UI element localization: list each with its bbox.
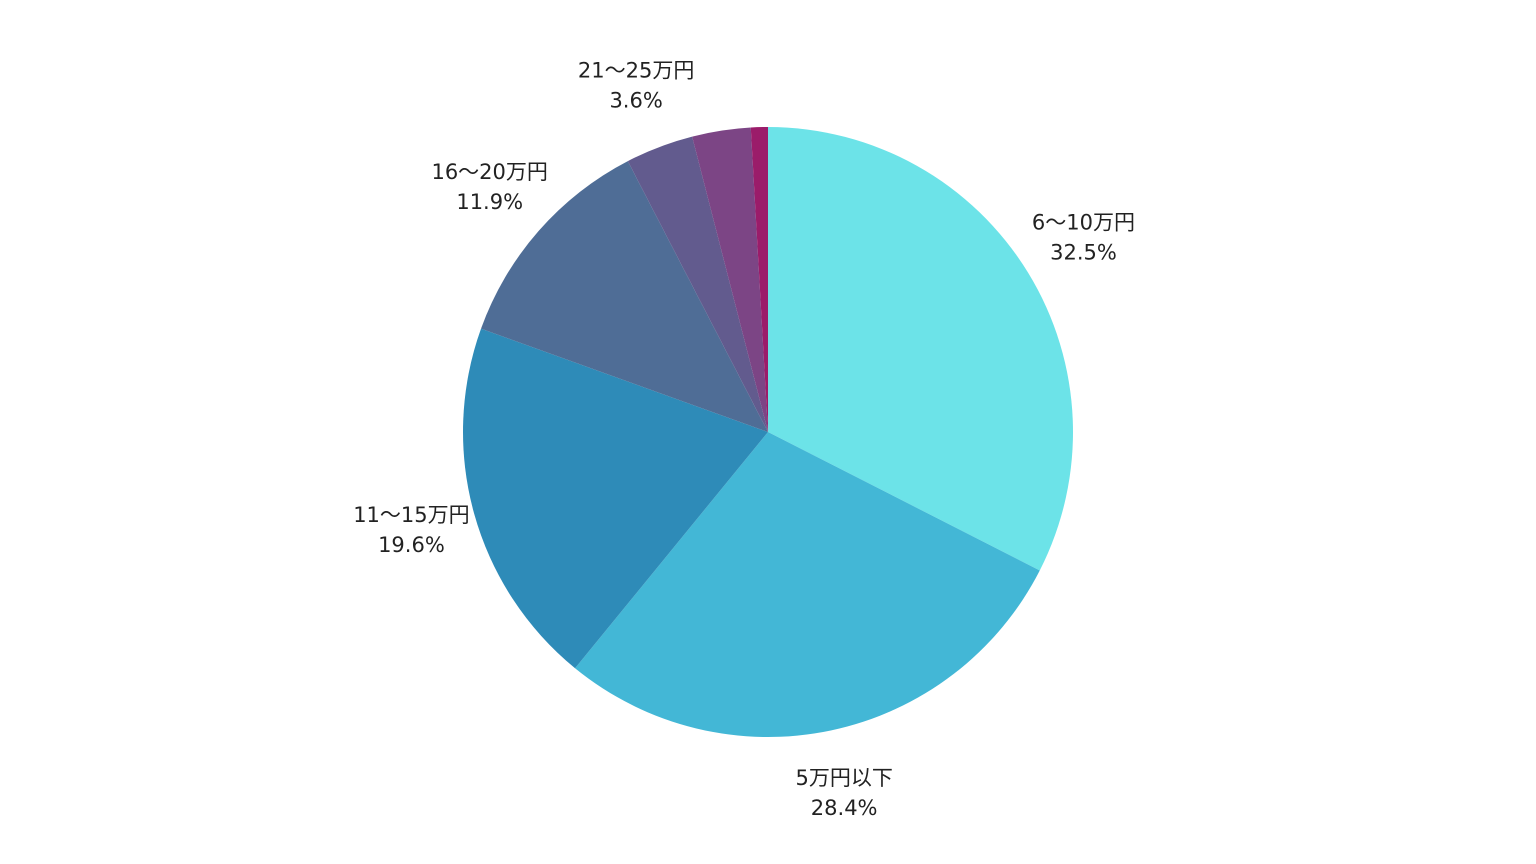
slice-label: 6〜10万円 [1032,211,1135,235]
pie-slice [750,127,768,432]
pie-slice [627,136,768,432]
slice-value-label: 11.9% [456,190,523,214]
slice-value-label: 3.6% [609,88,662,112]
pie-slice [463,328,768,669]
slice-value-label: 32.5% [1050,241,1117,265]
slice-label: 11〜15万円 [353,503,469,527]
slice-value-label: 28.4% [811,796,878,820]
slice-label: 5万円以下 [795,766,892,790]
slice-label: 21〜25万円 [578,58,694,82]
pie-slice [481,161,768,432]
pie-slice [575,432,1040,737]
slice-value-label: 19.6% [378,533,445,557]
pie-slice [768,127,1073,571]
pie-slice [692,127,768,433]
slice-label: 16〜20万円 [431,160,547,184]
